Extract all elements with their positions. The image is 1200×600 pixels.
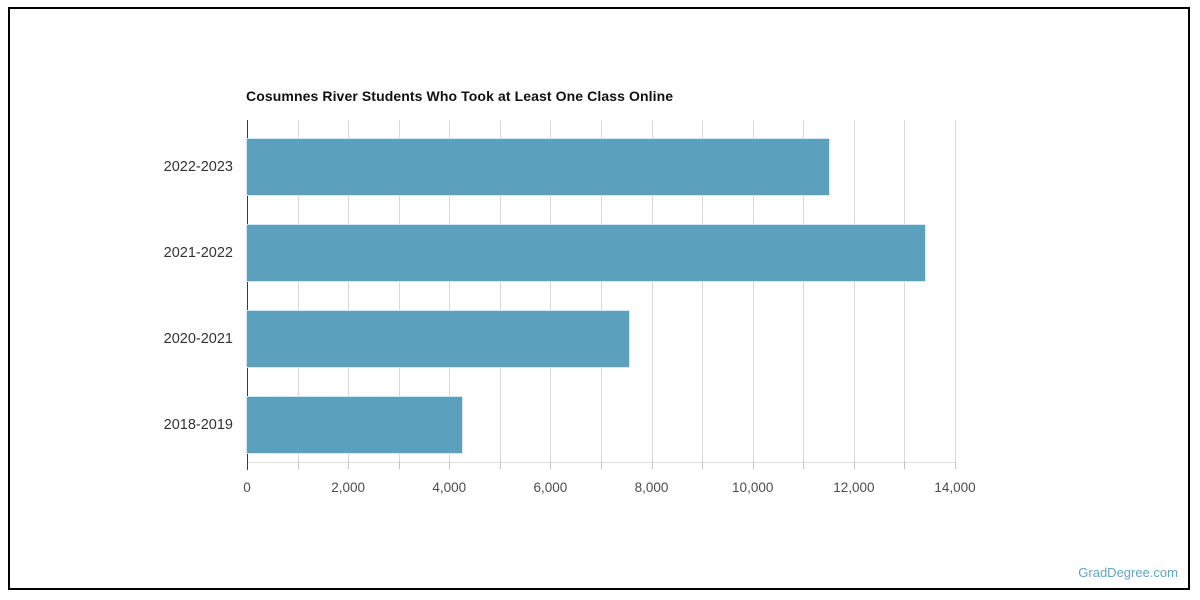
category-label-2018-2019: 2018-2019 [163,417,233,433]
gridline [398,120,400,462]
x-axis-tick [348,462,350,469]
gridline [550,120,552,462]
bar-2020-2021 [247,311,629,367]
gridline [853,120,855,462]
x-axis-tick [702,462,704,469]
category-label-2021-2022: 2021-2022 [163,245,233,261]
bar-2022-2023 [247,139,829,195]
x-axis-tick-label: 12,000 [833,480,875,495]
gridline [651,120,653,462]
x-axis-tick-label: 2,000 [331,480,366,495]
x-axis-tick-label: 8,000 [634,480,669,495]
x-axis-tick [398,462,400,469]
gridline [702,120,704,462]
x-axis-tick [803,462,805,469]
gridline [449,120,451,462]
x-axis-tick [752,462,754,469]
x-axis-tick [449,462,451,469]
gridline [601,120,602,462]
chart-title: Cosumnes River Students Who Took at Leas… [246,88,674,104]
x-axis-tick-label: 10,000 [732,480,774,495]
gridline [904,120,906,462]
category-label-2020-2021: 2020-2021 [163,331,233,347]
x-axis-tick [853,462,855,469]
bar-2021-2022 [247,225,925,281]
x-axis-tick [499,462,501,469]
gridline [499,120,501,462]
x-axis-tick [651,462,653,469]
x-axis-tick-label: 4,000 [432,480,467,495]
y-axis-line [247,120,248,462]
gridline [297,120,299,462]
category-label-2022-2023: 2022-2023 [163,159,233,175]
gridline [752,120,754,462]
x-axis-tick [601,462,602,469]
x-axis-tick [955,462,956,469]
x-axis-tick-label: 6,000 [533,480,568,495]
gridline [955,120,956,462]
x-axis-tick [904,462,906,469]
x-axis-tick [297,462,299,469]
gridline [803,120,805,462]
x-axis-tick [247,462,248,470]
x-axis-tick [550,462,552,469]
gridline [348,120,350,462]
watermark-link[interactable]: GradDegree.com [1078,565,1178,580]
x-axis-tick-label: 0 [243,480,251,495]
plot-area [247,120,956,462]
bar-2018-2019 [247,397,462,453]
x-axis-tick-label: 14,000 [934,480,976,495]
